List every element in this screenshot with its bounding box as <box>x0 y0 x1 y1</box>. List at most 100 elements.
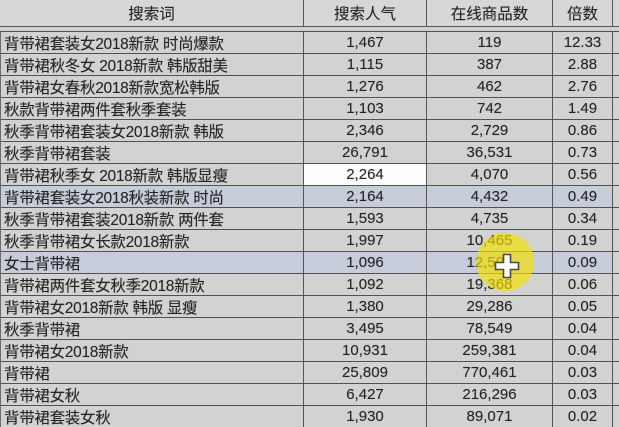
products-cell[interactable]: 89,071 <box>427 406 553 427</box>
popularity-cell[interactable]: 1,593 <box>304 208 427 229</box>
table-row: 背带裙套装女秋 1,930 89,071 0.02 <box>0 406 619 427</box>
row-filler <box>613 32 619 53</box>
products-cell[interactable]: 216,296 <box>427 384 553 405</box>
popularity-cell[interactable]: 1,467 <box>304 32 427 53</box>
keyword-cell[interactable]: 秋季背带裙套装 <box>0 142 304 163</box>
ratio-cell[interactable]: 0.04 <box>553 340 613 361</box>
ratio-cell[interactable]: 0.06 <box>553 274 613 295</box>
products-cell[interactable]: 462 <box>427 76 553 97</box>
products-cell[interactable]: 10,465 <box>427 230 553 251</box>
keyword-cell[interactable]: 背带裙女2018新款 韩版 显瘦 <box>0 296 304 317</box>
ratio-cell[interactable]: 0.73 <box>553 142 613 163</box>
keyword-cell[interactable]: 秋季背带裙套装女2018新款 韩版 <box>0 120 304 141</box>
popularity-cell[interactable]: 1,115 <box>304 54 427 75</box>
ratio-cell[interactable]: 0.49 <box>553 186 613 207</box>
keyword-cell[interactable]: 秋季背带裙女长款2018新款 <box>0 230 304 251</box>
products-cell[interactable]: 78,549 <box>427 318 553 339</box>
table-row: 秋季背带裙套装 26,791 36,531 0.73 <box>0 142 619 164</box>
row-filler <box>613 296 619 317</box>
popularity-cell[interactable]: 1,096 <box>304 252 427 273</box>
column-header-products[interactable]: 在线商品数 <box>427 0 553 26</box>
ratio-cell[interactable]: 1.49 <box>553 98 613 119</box>
keyword-cell[interactable]: 背带裙秋季女 2018新款 韩版显瘦 <box>0 164 304 185</box>
products-cell[interactable]: 29,286 <box>427 296 553 317</box>
table-row: 背带裙女秋 6,427 216,296 0.03 <box>0 384 619 406</box>
ratio-cell[interactable]: 2.76 <box>553 76 613 97</box>
keyword-cell[interactable]: 背带裙两件套女秋季2018新款 <box>0 274 304 295</box>
popularity-cell[interactable]: 2,346 <box>304 120 427 141</box>
keyword-cell[interactable]: 背带裙 <box>0 362 304 383</box>
column-header-ratio[interactable]: 倍数 <box>553 0 613 26</box>
keyword-cell[interactable]: 秋款背带裙两件套秋季套装 <box>0 98 304 119</box>
ratio-cell[interactable]: 0.34 <box>553 208 613 229</box>
row-filler <box>613 142 619 163</box>
popularity-cell[interactable]: 2,264 <box>304 164 427 185</box>
popularity-cell[interactable]: 6,427 <box>304 384 427 405</box>
keyword-cell[interactable]: 女士背带裙 <box>0 252 304 273</box>
header-divider <box>0 27 619 32</box>
popularity-cell[interactable]: 10,931 <box>304 340 427 361</box>
products-cell[interactable]: 36,531 <box>427 142 553 163</box>
products-cell[interactable]: 4,432 <box>427 186 553 207</box>
table-row: 秋季背带裙女长款2018新款 1,997 10,465 0.19 <box>0 230 619 252</box>
products-cell[interactable]: 119 <box>427 32 553 53</box>
row-filler <box>613 406 619 427</box>
popularity-cell[interactable]: 26,791 <box>304 142 427 163</box>
popularity-cell[interactable]: 2,164 <box>304 186 427 207</box>
row-filler <box>613 340 619 361</box>
products-cell[interactable]: 387 <box>427 54 553 75</box>
products-cell[interactable]: 2,729 <box>427 120 553 141</box>
popularity-cell[interactable]: 3,495 <box>304 318 427 339</box>
keyword-cell[interactable]: 背带裙女2018新款 <box>0 340 304 361</box>
table-row: 秋季背带裙套装女2018新款 韩版 2,346 2,729 0.86 <box>0 120 619 142</box>
popularity-cell[interactable]: 1,380 <box>304 296 427 317</box>
ratio-cell[interactable]: 0.56 <box>553 164 613 185</box>
ratio-cell[interactable]: 0.09 <box>553 252 613 273</box>
popularity-cell[interactable]: 25,809 <box>304 362 427 383</box>
row-filler <box>613 230 619 251</box>
products-cell[interactable]: 19,368 <box>427 274 553 295</box>
keyword-cell[interactable]: 背带裙套装女2018秋装新款 时尚 <box>0 186 304 207</box>
products-cell[interactable]: 4,070 <box>427 164 553 185</box>
ratio-cell[interactable]: 2.88 <box>553 54 613 75</box>
row-filler <box>613 98 619 119</box>
products-cell[interactable]: 259,381 <box>427 340 553 361</box>
ratio-cell[interactable]: 0.03 <box>553 384 613 405</box>
ratio-cell[interactable]: 0.04 <box>553 318 613 339</box>
ratio-cell[interactable]: 0.86 <box>553 120 613 141</box>
ratio-cell[interactable]: 0.19 <box>553 230 613 251</box>
table-row: 背带裙秋季女 2018新款 韩版显瘦 2,264 4,070 0.56 <box>0 164 619 186</box>
popularity-cell[interactable]: 1,103 <box>304 98 427 119</box>
popularity-cell[interactable]: 1,930 <box>304 406 427 427</box>
row-filler <box>613 208 619 229</box>
keyword-cell[interactable]: 背带裙女春秋2018新款宽松韩版 <box>0 76 304 97</box>
popularity-cell[interactable]: 1,276 <box>304 76 427 97</box>
popularity-cell[interactable]: 1,997 <box>304 230 427 251</box>
popularity-cell[interactable]: 1,092 <box>304 274 427 295</box>
keyword-cell[interactable]: 秋季背带裙 <box>0 318 304 339</box>
row-filler <box>613 120 619 141</box>
column-header-popularity[interactable]: 搜索人气 <box>304 0 427 26</box>
ratio-cell[interactable]: 0.03 <box>553 362 613 383</box>
products-cell[interactable]: 770,461 <box>427 362 553 383</box>
ratio-cell[interactable]: 12.33 <box>553 32 613 53</box>
keyword-cell[interactable]: 背带裙套装女秋 <box>0 406 304 427</box>
row-filler <box>613 362 619 383</box>
table-header: 搜索词 搜索人气 在线商品数 倍数 <box>0 0 619 27</box>
products-cell[interactable]: 4,735 <box>427 208 553 229</box>
row-filler <box>613 54 619 75</box>
keyword-cell[interactable]: 秋季背带裙套装2018新款 两件套 <box>0 208 304 229</box>
header-filler <box>613 0 619 26</box>
column-header-keyword[interactable]: 搜索词 <box>0 0 304 26</box>
products-cell[interactable]: 742 <box>427 98 553 119</box>
table-row: 背带裙女2018新款 韩版 显瘦 1,380 29,286 0.05 <box>0 296 619 318</box>
keyword-cell[interactable]: 背带裙女秋 <box>0 384 304 405</box>
ratio-cell[interactable]: 0.05 <box>553 296 613 317</box>
ratio-cell[interactable]: 0.02 <box>553 406 613 427</box>
row-filler <box>613 384 619 405</box>
table-row: 背带裙秋冬女 2018新款 韩版甜美 1,115 387 2.88 <box>0 54 619 76</box>
keyword-cell[interactable]: 背带裙套装女2018新款 时尚爆款 <box>0 32 304 53</box>
keyword-cell[interactable]: 背带裙秋冬女 2018新款 韩版甜美 <box>0 54 304 75</box>
products-cell[interactable]: 12,595 <box>427 252 553 273</box>
